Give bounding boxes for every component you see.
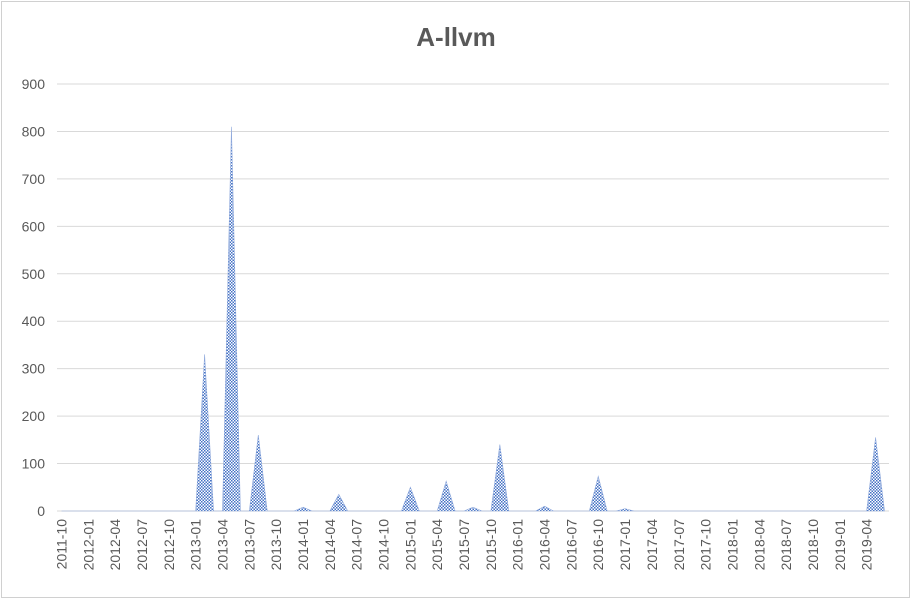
x-tick-label: 2012-07 — [134, 519, 150, 571]
y-tick-label: 700 — [22, 171, 46, 187]
x-tick-label: 2014-04 — [322, 519, 338, 571]
x-tick-label: 2017-07 — [671, 519, 687, 571]
y-tick-label: 300 — [22, 361, 46, 377]
x-tick-label: 2017-01 — [617, 519, 633, 571]
x-tick-label: 2012-01 — [80, 519, 96, 571]
chart-title: A-llvm — [416, 22, 496, 52]
y-tick-label: 200 — [22, 408, 46, 424]
x-tick-label: 2016-07 — [563, 519, 579, 571]
x-tick-label: 2018-10 — [805, 519, 821, 571]
y-tick-label: 500 — [22, 266, 46, 282]
y-tick-label: 800 — [22, 123, 46, 139]
x-tick-label: 2015-07 — [456, 519, 472, 571]
x-tick-label: 2013-01 — [188, 519, 204, 571]
x-tick-label: 2014-07 — [349, 519, 365, 571]
y-tick-label: 100 — [22, 456, 46, 472]
y-tick-label: 400 — [22, 313, 46, 329]
x-tick-label: 2014-10 — [376, 519, 392, 571]
y-tick-label: 900 — [22, 76, 46, 92]
x-tick-label: 2015-01 — [402, 519, 418, 571]
x-tick-label: 2012-04 — [107, 519, 123, 571]
x-tick-label: 2011-10 — [53, 519, 69, 570]
x-tick-label: 2016-01 — [510, 519, 526, 571]
x-tick-label: 2015-04 — [429, 519, 445, 571]
x-tick-label: 2014-01 — [295, 519, 311, 571]
x-tick-label: 2018-01 — [724, 519, 740, 571]
area-series — [61, 126, 885, 512]
x-tick-label: 2017-10 — [698, 519, 714, 571]
x-tick-label: 2016-10 — [590, 519, 606, 571]
x-tick-label: 2017-04 — [644, 519, 660, 571]
x-tick-label: 2018-04 — [751, 519, 767, 571]
x-tick-label: 2015-10 — [483, 519, 499, 571]
x-tick-label: 2019-01 — [832, 519, 848, 571]
y-tick-label: 600 — [22, 218, 46, 234]
x-tick-label: 2019-04 — [859, 519, 875, 571]
x-tick-label: 2016-04 — [537, 519, 553, 571]
x-tick-label: 2013-04 — [215, 519, 231, 571]
x-tick-label: 2018-07 — [778, 519, 794, 571]
y-tick-label: 0 — [37, 503, 45, 519]
x-tick-label: 2012-10 — [161, 519, 177, 571]
x-tick-label: 2013-07 — [241, 519, 257, 571]
x-tick-label: 2013-10 — [268, 519, 284, 571]
